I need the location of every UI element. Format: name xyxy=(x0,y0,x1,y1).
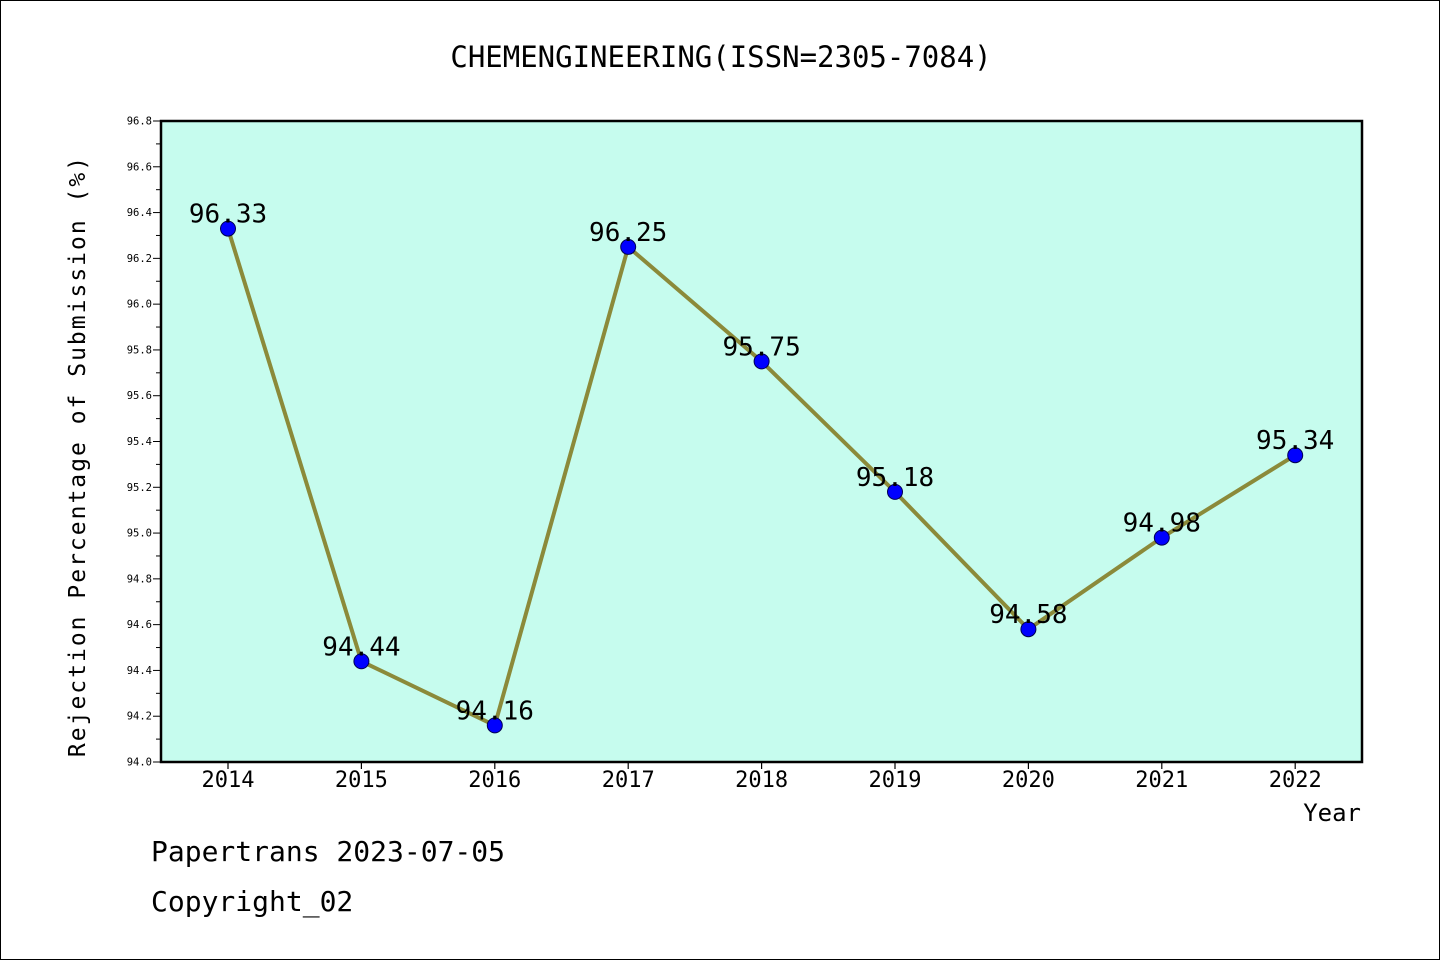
data-point xyxy=(486,717,503,734)
y-tick-label: 94.6 xyxy=(127,619,152,631)
data-label: 95.18 xyxy=(856,463,934,493)
footer-watermark: Papertrans 2023-07-05 xyxy=(151,835,506,868)
data-point xyxy=(353,653,370,670)
y-tick-label: 96.6 xyxy=(127,161,152,173)
x-axis-label: Year xyxy=(1303,799,1361,827)
data-point xyxy=(1287,447,1304,464)
y-tick-label: 95.8 xyxy=(127,344,152,356)
data-point xyxy=(620,238,637,255)
x-tick-label: 2014 xyxy=(202,768,255,793)
x-tick-label: 2018 xyxy=(735,768,788,793)
y-tick-label: 95.0 xyxy=(127,528,152,540)
x-tick-label: 2019 xyxy=(869,768,922,793)
x-tick-label: 2016 xyxy=(468,768,521,793)
y-tick-label: 95.6 xyxy=(127,390,152,402)
y-tick-label: 96.8 xyxy=(127,116,152,128)
data-point xyxy=(1153,529,1170,546)
y-tick-label: 95.4 xyxy=(127,436,152,448)
y-tick-label: 96.0 xyxy=(127,299,152,311)
y-tick-label: 94.4 xyxy=(127,665,152,677)
data-label: 95.75 xyxy=(722,332,800,362)
y-axis-ticks: 94.0 94.2 94.4 94.6 94.8 95.0 95.2 95.4 95.6 95.8… xyxy=(127,116,161,769)
x-tick-label: 2022 xyxy=(1269,768,1322,793)
x-tick-label: 2017 xyxy=(602,768,655,793)
x-axis-ticks: 2014 2015 2016 2017 2018 2019 2020 2021 2022 xyxy=(202,762,1322,793)
y-axis-label: Rejection Percentage of Submission (%) xyxy=(65,155,91,757)
plot-area xyxy=(159,119,1364,764)
data-label: 94.58 xyxy=(989,600,1067,630)
data-label: 95.34 xyxy=(1256,426,1334,456)
data-label: 94.98 xyxy=(1123,509,1201,539)
data-markers xyxy=(220,220,1304,734)
y-tick-label: 96.2 xyxy=(127,253,152,265)
y-tick-label: 94.0 xyxy=(127,757,152,769)
data-point xyxy=(887,483,903,500)
data-label: 94.44 xyxy=(322,632,400,662)
y-tick-label: 96.4 xyxy=(127,207,152,219)
y-tick-label: 94.8 xyxy=(127,573,152,585)
data-point xyxy=(220,220,236,237)
data-label: 94.16 xyxy=(456,696,534,726)
x-tick-label: 2015 xyxy=(335,768,388,793)
x-tick-label: 2021 xyxy=(1135,768,1188,793)
y-tick-label: 94.2 xyxy=(127,711,152,723)
data-label: 96.33 xyxy=(189,200,267,230)
data-point xyxy=(753,353,770,370)
data-point xyxy=(1020,621,1037,638)
data-label: 96.25 xyxy=(589,218,667,248)
footer-copyright: Copyright_02 xyxy=(151,885,354,918)
chart-title: CHEMENGINEERING(ISSN=2305-7084) xyxy=(450,40,991,74)
x-tick-label: 2020 xyxy=(1002,768,1055,793)
data-labels: 96.33 94.44 94.16 96.25 95.75 95.18 94.58 94.98… xyxy=(189,200,1334,727)
y-tick-label: 95.2 xyxy=(127,482,152,494)
